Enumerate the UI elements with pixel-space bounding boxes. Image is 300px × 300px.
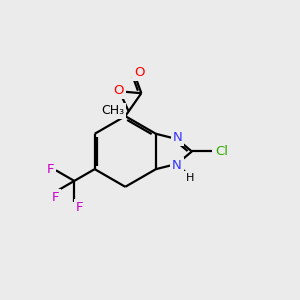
Text: N: N xyxy=(173,131,183,144)
Text: F: F xyxy=(76,201,83,214)
Text: CH₃: CH₃ xyxy=(101,104,124,117)
Text: O: O xyxy=(113,84,124,97)
Text: F: F xyxy=(51,191,59,204)
Text: O: O xyxy=(134,66,144,79)
Text: F: F xyxy=(47,163,54,176)
Text: N: N xyxy=(172,159,182,172)
Text: Cl: Cl xyxy=(215,145,228,158)
Text: H: H xyxy=(186,172,194,183)
